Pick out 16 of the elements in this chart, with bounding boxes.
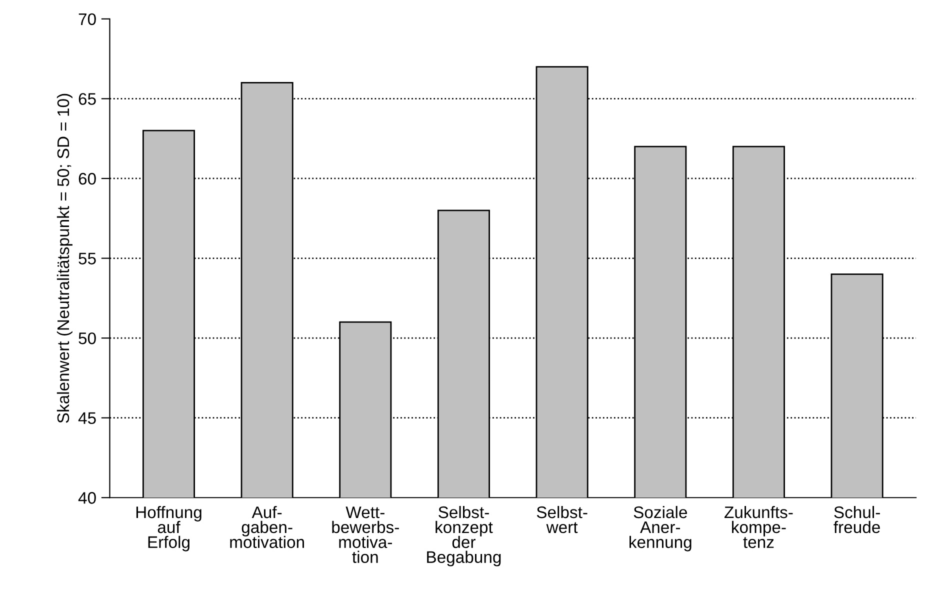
x-tick-label: Hoffnung auf Erfolg (136, 506, 202, 552)
y-tick-label: 40 (78, 492, 96, 504)
y-tick-label: 50 (78, 332, 96, 344)
y-tick-label: 45 (78, 412, 96, 424)
y-tick-label: 70 (78, 13, 96, 26)
x-tick-label: Selbst- wert (536, 506, 588, 534)
x-tick-label: Wett- bewerbs- motiva- tion (332, 506, 399, 563)
x-tick-label: Schul- freude (834, 506, 880, 534)
x-tick-label: Auf- gaben- motivation (230, 506, 304, 548)
y-tick-label: 55 (78, 252, 96, 264)
y-axis-title: Skalenwert (Neutralitätspunkt = 50; SD = 10) (56, 94, 72, 423)
x-tick-label: Zukunfts- kompe- tenz (724, 506, 793, 548)
x-tick-label: Soziale Aner- kennung (630, 506, 692, 552)
y-tick-label: 65 (78, 93, 96, 105)
x-tick-label: Selbst- konzept der Begabung (427, 506, 501, 566)
y-tick-label: 60 (78, 172, 96, 185)
